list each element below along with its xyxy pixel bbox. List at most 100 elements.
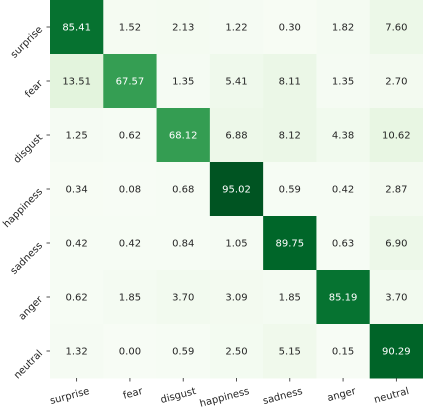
heatmap-cell-2-3	[209, 108, 264, 163]
cell-value-label-5-1: 1.85	[119, 293, 141, 304]
heatmap-cell-4-6	[369, 216, 423, 271]
cell-value-label-4-3: 1.05	[225, 239, 247, 250]
y-tick-label-neutral: neutral	[12, 348, 45, 381]
heatmap-cells: 85.41 1.52 2.13 1.22 0.30 1.82 7.60 13.51 67.57 1…	[50, 0, 423, 379]
heatmap-cell-2-4	[263, 108, 317, 163]
y-tick-label-fear: fear	[23, 78, 45, 100]
heatmap-cell-1-1	[103, 54, 158, 109]
heatmap-cell-2-5	[316, 108, 371, 163]
cell-value-label-0-4: 0.30	[279, 23, 301, 34]
y-tick-label-disgust: disgust	[12, 132, 45, 165]
cell-value-label-0-1: 1.52	[119, 23, 141, 34]
heatmap-cell-2-1	[103, 108, 158, 163]
heatmap-cell-4-2	[156, 216, 211, 271]
heatmap-cell-0-1	[103, 0, 158, 55]
heatmap-cell-6-6	[369, 324, 423, 379]
cell-value-label-1-0: 13.51	[62, 77, 91, 88]
x-axis-tick-labels: surprise fear disgust happiness sadness anger…	[49, 378, 410, 410]
cell-value-label-6-1: 0.00	[119, 347, 141, 358]
cell-value-label-4-4: 89.75	[275, 239, 304, 250]
x-tick-label-sadness: sadness	[262, 386, 304, 407]
cell-value-label-2-0: 1.25	[66, 131, 88, 142]
cell-value-label-6-3: 2.50	[225, 347, 247, 358]
cell-value-label-0-3: 1.22	[225, 23, 247, 34]
cell-value-label-5-6: 3.70	[385, 293, 407, 304]
heatmap-cell-4-4	[263, 216, 317, 271]
cell-value-label-2-3: 6.88	[225, 131, 247, 142]
cell-value-label-6-6: 90.29	[382, 347, 411, 358]
heatmap-cell-0-5	[316, 0, 371, 55]
cell-value-label-6-2: 0.59	[172, 347, 194, 358]
cell-value-label-4-5: 0.63	[332, 239, 354, 250]
heatmap-cell-0-2	[156, 0, 211, 55]
heatmap-cell-1-3	[209, 54, 264, 109]
heatmap-cell-1-5	[316, 54, 371, 109]
heatmap-cell-3-2	[156, 162, 211, 217]
x-tick-label-happiness: happiness	[199, 386, 251, 410]
cell-value-label-1-2: 1.35	[172, 77, 194, 88]
heatmap-cell-4-3	[209, 216, 264, 271]
cell-value-label-4-1: 0.42	[119, 239, 141, 250]
x-tick-label-neutral: neutral	[373, 386, 410, 406]
cell-value-label-1-4: 8.11	[279, 77, 301, 88]
cell-value-label-4-2: 0.84	[172, 239, 194, 250]
heatmap-cell-6-0	[50, 324, 104, 379]
heatmap-cell-5-3	[209, 270, 264, 325]
heatmap-cell-0-4	[263, 0, 317, 55]
cell-value-label-3-4: 0.59	[279, 185, 301, 196]
cell-value-label-3-0: 0.34	[66, 185, 88, 196]
cell-value-label-5-2: 3.70	[172, 293, 194, 304]
cell-value-label-2-1: 0.62	[119, 131, 141, 142]
x-tick-label-disgust: disgust	[159, 386, 197, 406]
heatmap-cell-1-6	[369, 54, 423, 109]
cell-value-label-1-3: 5.41	[225, 77, 247, 88]
cell-value-label-3-6: 2.87	[385, 185, 407, 196]
cell-value-label-5-0: 0.62	[66, 293, 88, 304]
cell-value-label-2-2: 68.12	[169, 131, 198, 142]
heatmap-cell-6-5	[316, 324, 371, 379]
heatmap-cell-6-4	[263, 324, 317, 379]
cell-value-label-3-5: 0.42	[332, 185, 354, 196]
x-tick-label-fear: fear	[122, 386, 145, 402]
heatmap-cell-4-0	[50, 216, 104, 271]
cell-value-label-6-4: 5.15	[279, 347, 301, 358]
cell-value-label-5-3: 3.09	[225, 293, 247, 304]
heatmap-cell-2-0	[50, 108, 104, 163]
heatmap-cell-3-6	[369, 162, 423, 217]
heatmap-cell-5-5	[316, 270, 371, 325]
cell-value-label-5-4: 1.85	[279, 293, 301, 304]
y-tick-label-happiness: happiness	[1, 186, 45, 230]
y-axis-tick-labels: surprise fear disgust happiness sadness anger…	[1, 24, 50, 381]
heatmap-cell-5-2	[156, 270, 211, 325]
heatmap-cell-0-3	[209, 0, 264, 55]
heatmap-cell-3-4	[263, 162, 317, 217]
cell-value-label-3-3: 95.02	[222, 185, 251, 196]
cell-value-label-4-6: 6.90	[385, 239, 407, 250]
heatmap-cell-3-5	[316, 162, 371, 217]
cell-value-label-2-4: 8.12	[279, 131, 301, 142]
cell-value-label-1-6: 2.70	[385, 77, 407, 88]
heatmap-cell-5-0	[50, 270, 104, 325]
heatmap-cell-5-1	[103, 270, 158, 325]
cell-value-label-0-5: 1.82	[332, 23, 354, 34]
y-tick-label-sadness: sadness	[9, 240, 45, 276]
heatmap-cell-6-1	[103, 324, 158, 379]
y-tick-label-surprise: surprise	[9, 24, 45, 60]
heatmap-cell-6-3	[209, 324, 264, 379]
heatmap-cell-2-6	[369, 108, 423, 163]
x-tick-label-anger: anger	[326, 386, 358, 404]
heatmap-cell-2-2	[156, 108, 211, 163]
cell-value-label-6-5: 0.15	[332, 347, 354, 358]
heatmap-cell-1-2	[156, 54, 211, 109]
cell-value-label-6-0: 1.32	[66, 347, 88, 358]
cell-value-label-3-2: 0.68	[172, 185, 194, 196]
y-tick-label-anger: anger	[17, 294, 46, 323]
cell-value-label-0-0: 85.41	[62, 23, 91, 34]
heatmap-cell-4-5	[316, 216, 371, 271]
heatmap-cell-3-3	[209, 162, 264, 217]
heatmap-cell-1-0	[50, 54, 104, 109]
cell-value-label-3-1: 0.08	[119, 185, 141, 196]
heatmap-cell-6-2	[156, 324, 211, 379]
cell-value-label-5-5: 85.19	[329, 293, 358, 304]
cell-value-label-0-6: 7.60	[385, 23, 407, 34]
